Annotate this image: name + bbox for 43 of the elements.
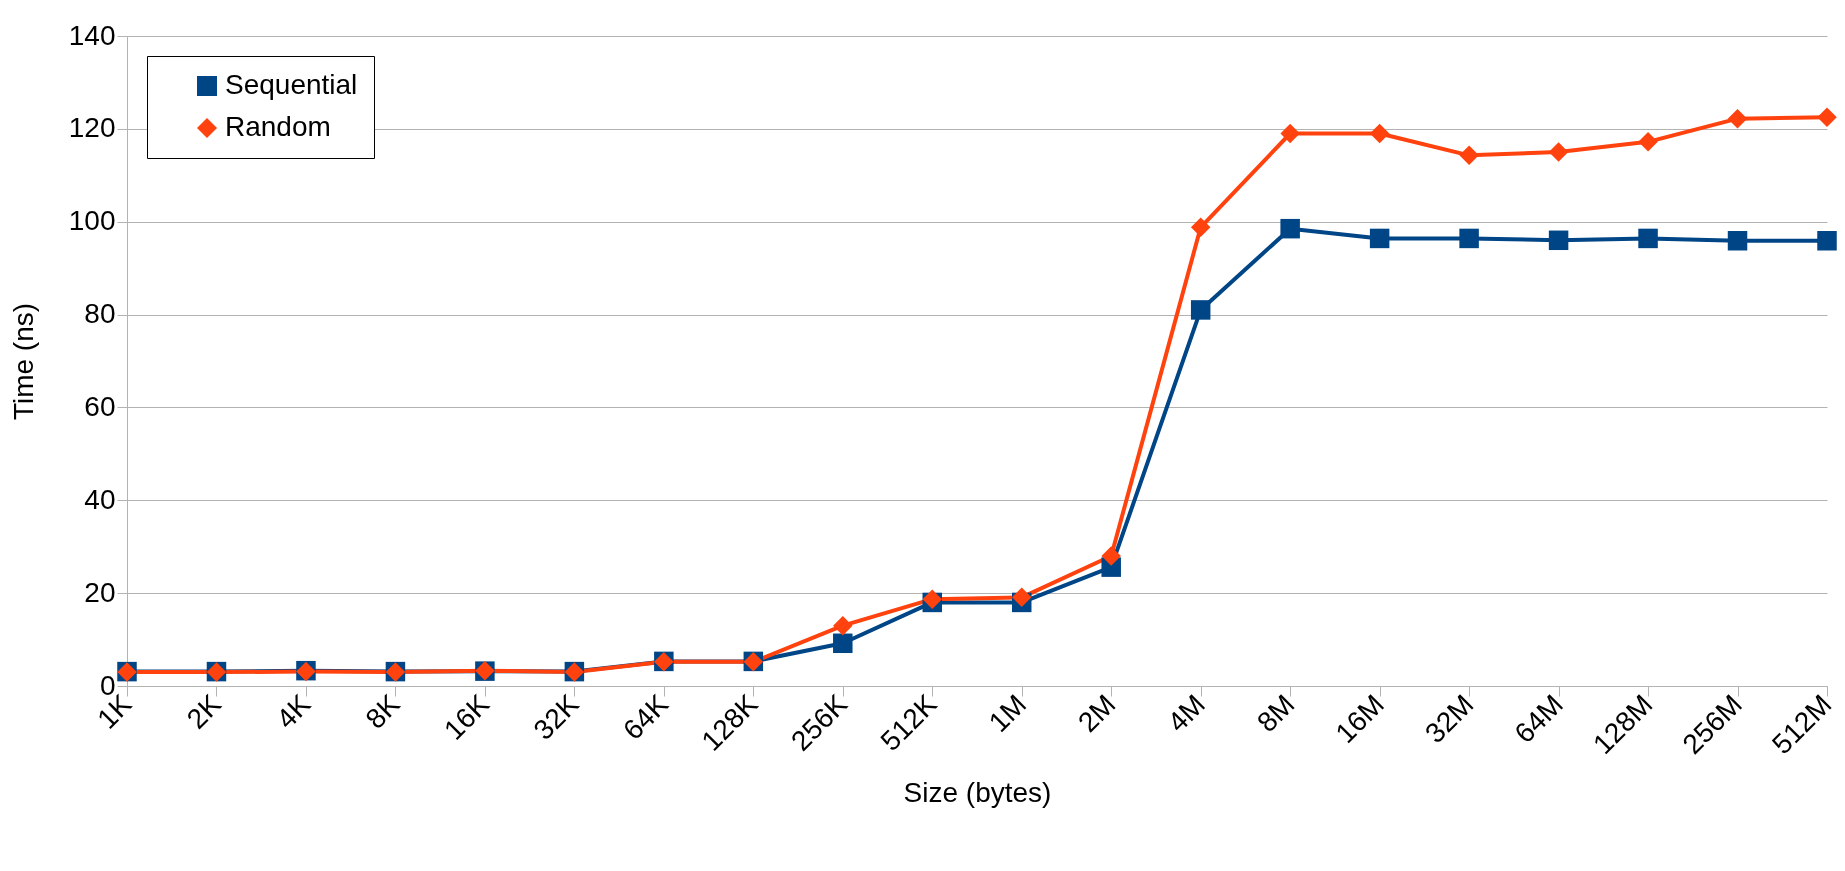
y-tick-label: 60 [84, 390, 116, 422]
x-tick-label: 2K [180, 688, 228, 735]
point [1459, 228, 1479, 249]
point [833, 633, 853, 654]
legend-label: Random [225, 111, 331, 142]
y-tick-label: 0 [99, 669, 116, 701]
point [1548, 230, 1569, 251]
point [1459, 145, 1479, 166]
point [1727, 108, 1748, 129]
point [1101, 546, 1121, 566]
point [1369, 228, 1390, 249]
point [1817, 231, 1837, 251]
y-tick-label: 120 [68, 112, 116, 144]
x-tick-label: 1M [982, 688, 1033, 738]
x-tick-label: 8K [359, 688, 407, 735]
point [1280, 218, 1300, 239]
y-axis-title: Time (ns) [7, 302, 39, 421]
point [1817, 107, 1837, 127]
x-tick-label: 8M [1251, 688, 1301, 738]
y-tick-label: 40 [84, 483, 116, 515]
x-tick-label: 64K [617, 688, 675, 746]
point [1638, 132, 1658, 152]
point [1638, 228, 1658, 249]
x-tick-label: 4K [270, 688, 317, 735]
x-tick-label: 64M [1508, 688, 1569, 749]
point [1369, 123, 1390, 144]
point [1727, 231, 1748, 251]
legend-label: Sequential [225, 69, 358, 100]
y-tick-label: 20 [84, 576, 116, 608]
point [1011, 587, 1032, 608]
point [1190, 300, 1211, 320]
point [1190, 217, 1211, 238]
point [1548, 142, 1569, 162]
x-axis-title: Size (bytes) [903, 776, 1052, 808]
y-tick-label: 100 [68, 205, 116, 237]
y-tick-label: 80 [84, 298, 116, 330]
point [833, 615, 853, 636]
x-tick-label: 32K [527, 688, 585, 746]
point [1280, 123, 1300, 144]
x-tick-label: 4M [1161, 688, 1212, 738]
x-tick-label: 2M [1072, 688, 1122, 738]
y-tick-label: 140 [68, 19, 116, 51]
x-tick-label: 16K [438, 688, 496, 746]
